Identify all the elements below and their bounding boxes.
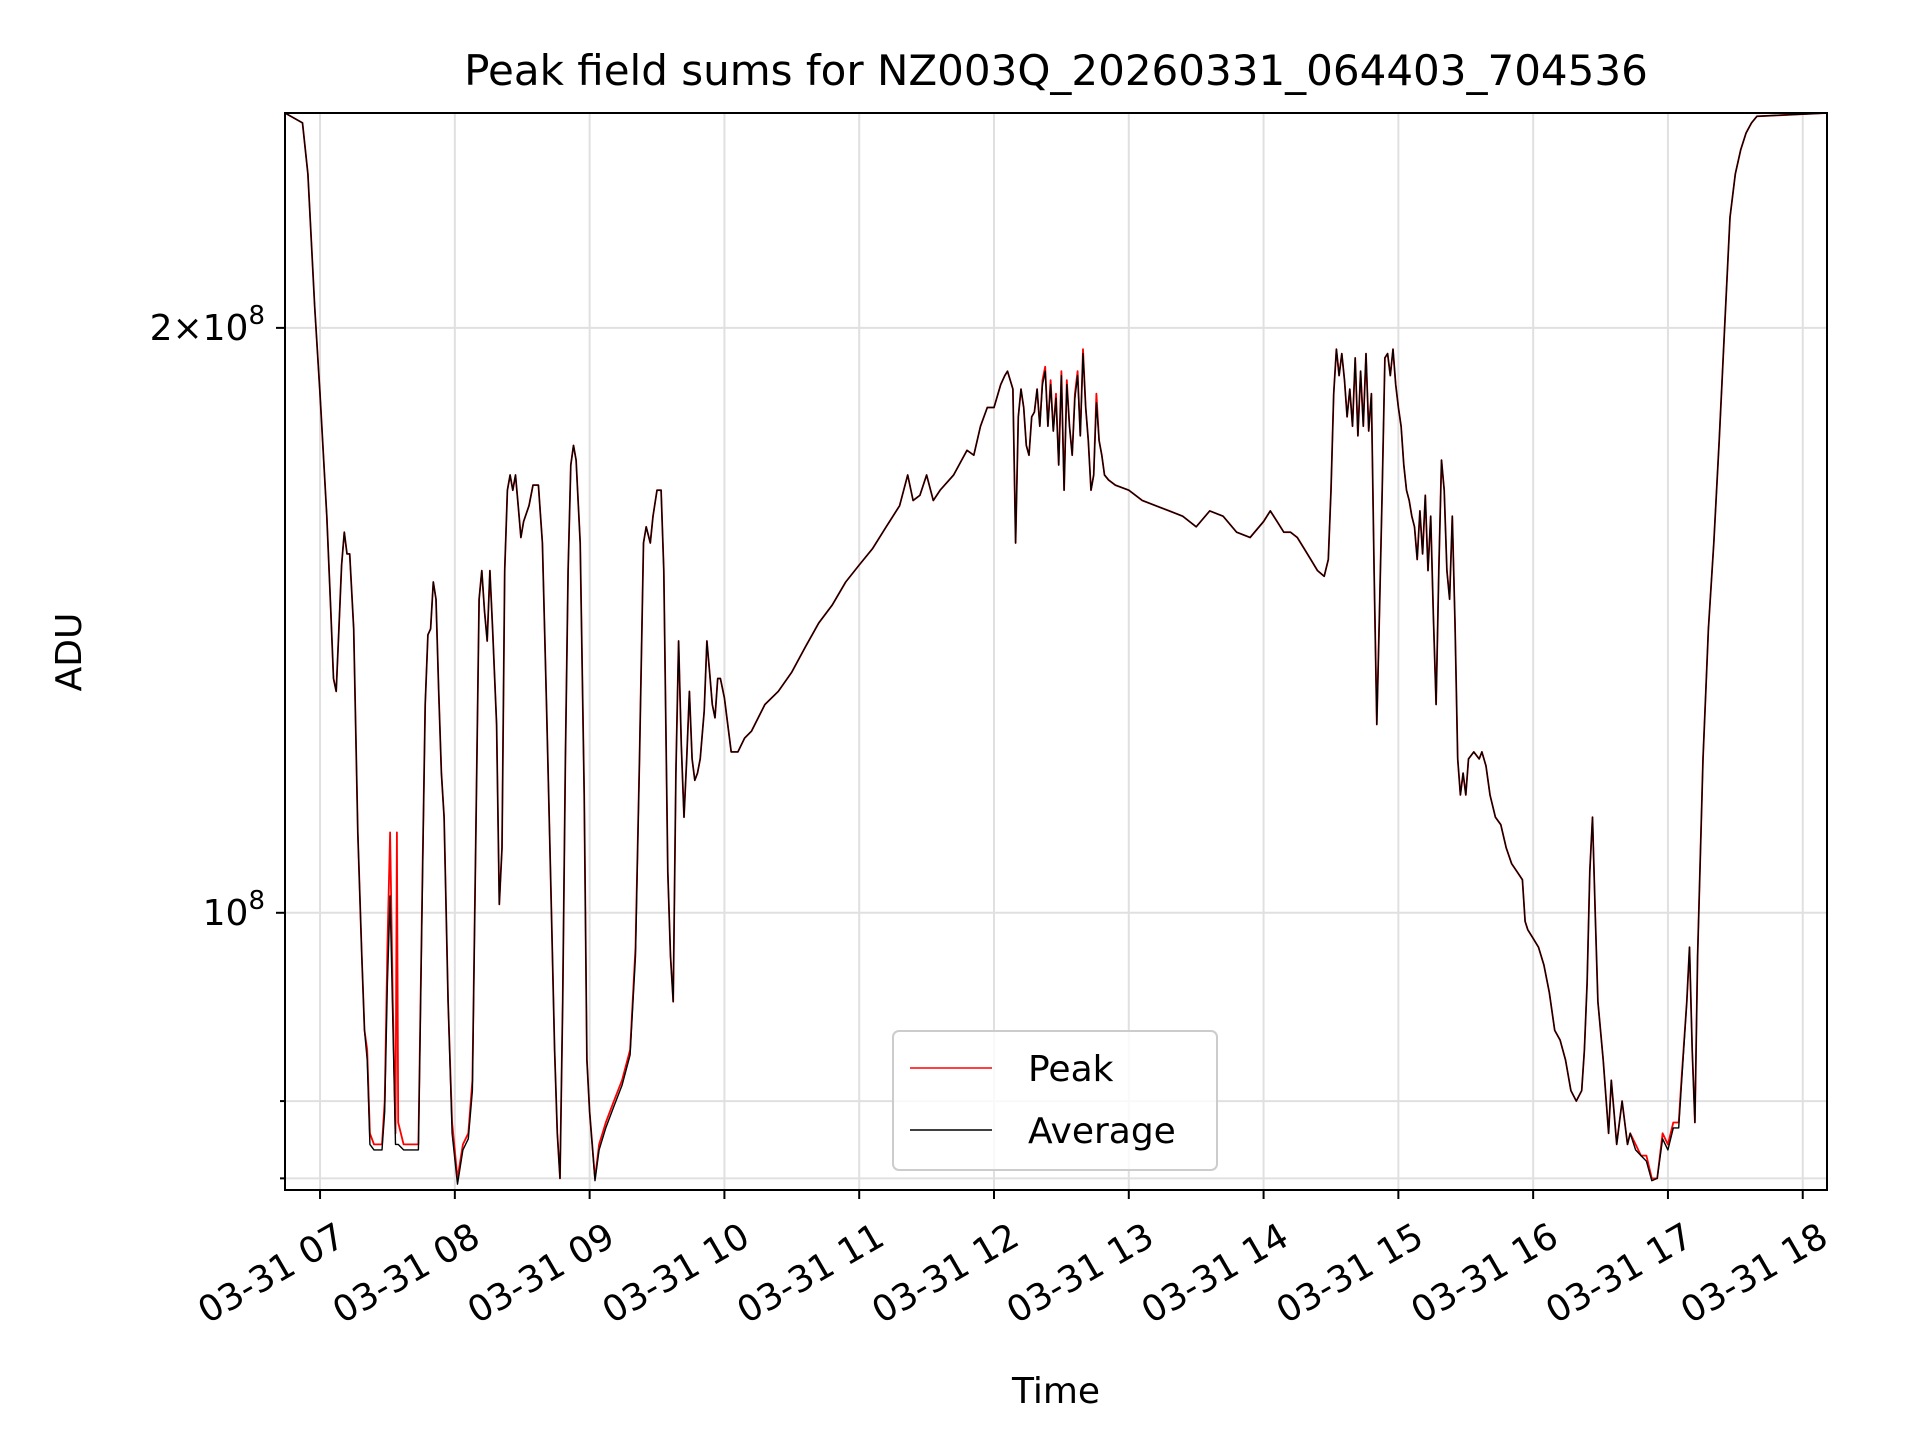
series-lines [284, 112, 1828, 1185]
chart-title: Peak field sums for NZ003Q_20260331_0644… [464, 46, 1648, 95]
plot-frame [284, 112, 1828, 1191]
grid [285, 113, 1827, 1190]
y-axis-label: ADU [49, 613, 90, 692]
legend: Peak Average [892, 1030, 1218, 1171]
series-line-average [284, 112, 1828, 1185]
legend-frame [892, 1030, 1218, 1171]
x-axis-label: Time [1011, 1371, 1100, 1412]
y-tick-label: 2×108 [150, 301, 265, 349]
legend-peak-label: Peak [1028, 1049, 1114, 1090]
legend-average-label: Average [1028, 1111, 1176, 1152]
